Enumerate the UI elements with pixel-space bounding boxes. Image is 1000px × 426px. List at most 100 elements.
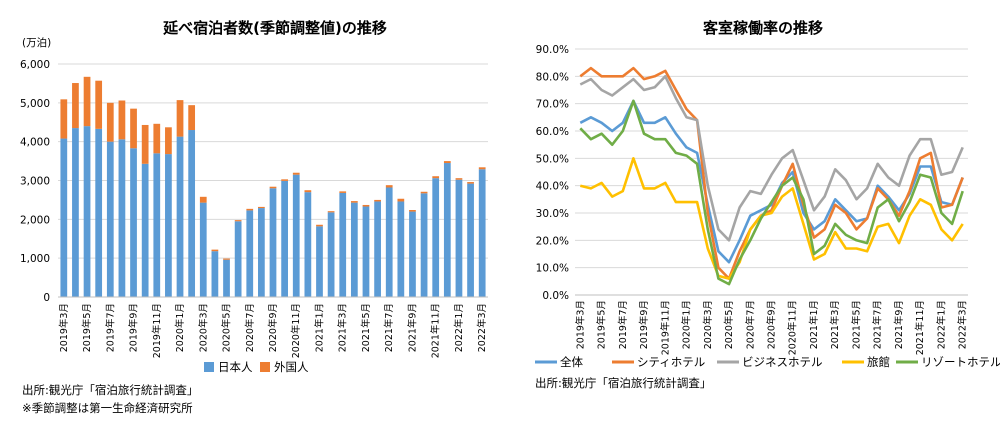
left-y-tick-label: 6,000 (20, 59, 50, 71)
right-y-tick-label: 50.0% (536, 153, 569, 165)
left-chart-title: 延べ宿泊者数(季節調整値)の推移 (162, 19, 387, 37)
left-x-tick-label: 2021年11月 (430, 303, 442, 358)
right-x-tick-label: 2020年3月 (702, 300, 714, 349)
bar-foreign-5 (118, 100, 126, 140)
bar-japanese-24 (339, 192, 347, 297)
right-chart-title: 客室稼働率の推移 (702, 19, 823, 37)
right-x-tick-label: 2020年7月 (744, 300, 756, 349)
bar-foreign-0 (60, 99, 68, 139)
bar-foreign-7 (141, 124, 149, 164)
right-x-tick-label: 2019年7月 (617, 300, 629, 349)
left-bars (60, 76, 486, 297)
bar-foreign-19 (281, 179, 288, 181)
right-x-tick-label: 2021年9月 (893, 300, 905, 349)
bar-japanese-3 (95, 128, 103, 297)
bar-foreign-11 (188, 105, 196, 131)
bar-foreign-16 (246, 208, 254, 211)
left-legend: 日本人 外国人 (204, 360, 309, 374)
left-x-axis-ticks: 2019年3月 2019年5月 2019年7月 2019年9月 2019年11月 2020… (58, 303, 488, 358)
bar-japanese-35 (467, 183, 474, 297)
bar-foreign-25 (350, 201, 358, 203)
bar-foreign-32 (432, 176, 440, 179)
legend-swatch-japanese (204, 362, 214, 372)
bar-japanese-12 (199, 202, 207, 297)
right-x-tick-label: 2019年3月 (574, 300, 586, 349)
bar-foreign-29 (397, 198, 405, 202)
right-x-tick-label: 2021年11月 (914, 300, 926, 355)
right-y-tick-label: 60.0% (536, 126, 569, 138)
right-x-tick-label: 2021年7月 (872, 300, 884, 349)
bar-japanese-13 (211, 251, 219, 297)
legend-ryokan-label: 旅館 (867, 355, 890, 369)
bar-japanese-36 (478, 169, 486, 297)
bar-foreign-35 (467, 182, 474, 184)
bar-foreign-1 (72, 83, 79, 129)
right-x-axis-ticks: 2019年3月 2019年5月 2019年7月 2019年9月 2019年11月 2020… (574, 300, 968, 355)
bar-japanese-14 (223, 259, 230, 297)
bar-japanese-21 (304, 192, 312, 297)
right-x-tick-label: 2020年11月 (787, 300, 799, 355)
bar-japanese-1 (72, 128, 79, 297)
bar-foreign-20 (292, 172, 300, 175)
left-x-tick-label: 2019年3月 (58, 303, 70, 352)
left-y-tick-label: 4,000 (20, 137, 50, 149)
bar-japanese-10 (176, 136, 184, 297)
right-y-tick-label: 40.0% (536, 181, 569, 193)
bar-foreign-12 (199, 196, 207, 203)
right-x-tick-label: 2019年5月 (596, 300, 608, 349)
bar-foreign-4 (106, 102, 114, 142)
bar-japanese-34 (455, 179, 463, 297)
right-x-tick-label: 2020年9月 (766, 300, 778, 349)
bar-japanese-11 (188, 130, 196, 297)
right-lines (579, 66, 964, 286)
bar-foreign-2 (83, 76, 91, 127)
bar-japanese-20 (292, 174, 300, 297)
left-x-tick-label: 2019年7月 (104, 303, 116, 352)
right-x-tick-label: 2022年1月 (935, 300, 947, 349)
line-ryokan (579, 157, 964, 280)
left-chart: 延べ宿泊者数(季節調整値)の推移 (万泊) 0 1,000 2,000 3,000 4,… (20, 19, 488, 415)
right-y-tick-label: 90.0% (536, 44, 569, 56)
left-x-tick-label: 2019年11月 (151, 303, 163, 358)
bar-japanese-30 (409, 211, 416, 297)
right-y-tick-label: 30.0% (536, 208, 569, 220)
bar-foreign-14 (223, 258, 230, 260)
left-seasonal-note: ※季節調整は第一生命経済研究所 (22, 401, 193, 415)
right-source-note: 出所:観光庁「宿泊旅行統計調査」 (535, 376, 711, 390)
legend-label-japanese: 日本人 (218, 360, 253, 374)
legend-business-hotel-label: ビジネスホテル (742, 355, 823, 369)
bar-foreign-23 (327, 211, 335, 213)
left-x-tick-label: 2021年9月 (406, 303, 418, 352)
bar-foreign-26 (362, 204, 370, 207)
bar-foreign-22 (316, 224, 323, 227)
bar-japanese-2 (83, 126, 91, 297)
right-y-axis-ticks: 0.0% 10.0% 20.0% 30.0% 40.0% 50.0% 60.0% 70.0% 8… (536, 44, 569, 302)
right-chart: 客室稼働率の推移 0.0% 10.0% 20.0% 30.0% 40.0% 50.0% 60… (535, 19, 1000, 390)
left-x-tick-label: 2021年1月 (313, 303, 325, 352)
line-resort-hotel (579, 99, 964, 286)
legend-overall-label: 全体 (560, 355, 583, 369)
bar-japanese-33 (443, 163, 451, 297)
bar-japanese-7 (141, 163, 149, 297)
left-x-tick-label: 2020年9月 (267, 303, 279, 352)
left-y-axis-unit: (万泊) (22, 37, 51, 49)
bar-japanese-26 (362, 206, 370, 297)
left-y-tick-label: 0 (43, 292, 50, 304)
left-x-tick-label: 2020年11月 (290, 303, 302, 358)
bar-japanese-8 (153, 153, 161, 297)
bar-foreign-17 (258, 206, 265, 209)
bar-foreign-10 (176, 100, 184, 137)
left-x-tick-label: 2019年9月 (128, 303, 140, 352)
left-gridlines (58, 63, 488, 259)
bar-foreign-30 (409, 210, 416, 212)
right-y-tick-label: 70.0% (536, 99, 569, 111)
right-x-tick-label: 2022年3月 (957, 300, 969, 349)
right-x-tick-label: 2019年9月 (638, 300, 650, 349)
legend-label-foreign: 外国人 (274, 360, 309, 374)
left-x-tick-label: 2020年1月 (174, 303, 186, 352)
left-source-note: 出所:観光庁「宿泊旅行統計調査」 (22, 383, 198, 397)
left-x-tick-label: 2021年7月 (383, 303, 395, 352)
left-y-tick-label: 3,000 (20, 176, 50, 188)
bar-japanese-28 (385, 187, 393, 297)
